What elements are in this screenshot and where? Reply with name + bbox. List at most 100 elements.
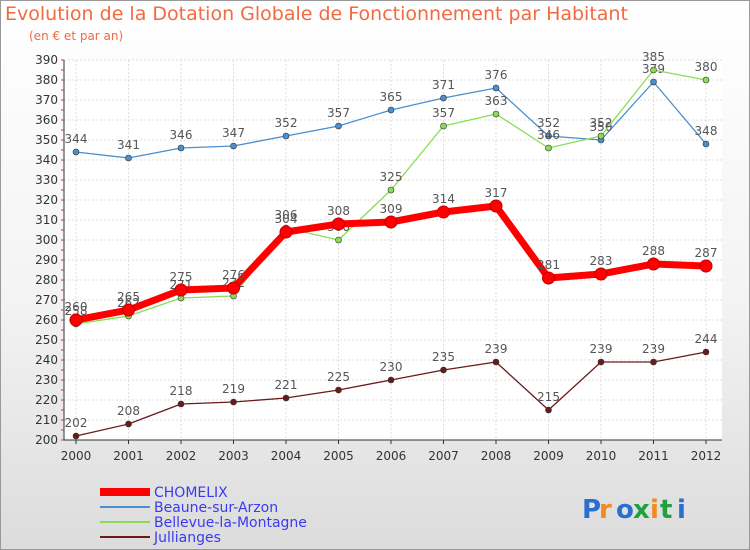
proxiti-logo: Pr o x i t i <box>582 495 686 525</box>
data-label: 380 <box>695 60 718 74</box>
y-tick-label: 360 <box>35 113 58 127</box>
x-tick-label: 2011 <box>638 449 669 463</box>
data-point <box>387 106 395 114</box>
data-label: 325 <box>380 170 403 184</box>
data-label: 365 <box>380 90 403 104</box>
data-point <box>545 144 552 152</box>
data-point <box>387 186 395 194</box>
data-label: 239 <box>642 342 665 356</box>
data-label: 235 <box>432 350 455 364</box>
data-point <box>125 420 132 428</box>
x-tick-label: 2010 <box>586 449 617 463</box>
plot-area <box>64 60 722 440</box>
data-label: 244 <box>695 332 718 346</box>
data-label: 317 <box>485 186 508 200</box>
data-label: 281 <box>537 258 560 272</box>
data-label: 352 <box>275 116 298 130</box>
y-tick-label: 260 <box>35 313 58 327</box>
data-label: 202 <box>65 416 88 430</box>
x-tick-label: 2007 <box>428 449 459 463</box>
data-point <box>332 217 345 231</box>
x-tick-label: 2000 <box>61 449 92 463</box>
data-label: 357 <box>432 106 455 120</box>
data-point <box>647 257 660 271</box>
data-label: 225 <box>327 370 350 384</box>
y-tick-label: 200 <box>35 433 58 447</box>
y-tick-label: 220 <box>35 393 58 407</box>
data-point <box>72 432 80 440</box>
data-label: 308 <box>327 204 350 218</box>
data-point <box>489 199 503 213</box>
data-point <box>230 142 237 150</box>
x-tick-label: 2009 <box>533 449 564 463</box>
data-point <box>699 259 713 273</box>
legend-label: Jullianges <box>153 530 221 546</box>
y-tick-label: 340 <box>35 153 58 167</box>
data-label: 363 <box>485 94 508 108</box>
data-label: 371 <box>432 78 455 92</box>
logo-letter: P <box>582 495 601 525</box>
x-tick-label: 2005 <box>323 449 354 463</box>
data-label: 258 <box>65 304 88 318</box>
data-point <box>72 148 80 156</box>
y-tick-label: 290 <box>35 253 58 267</box>
logo-letter: i <box>650 495 659 525</box>
data-point <box>594 267 608 281</box>
data-point <box>545 406 552 414</box>
legend: CHOMELIXBeaune-sur-ArzonBellevue-la-Mont… <box>100 485 307 546</box>
logo-letter: r <box>599 495 612 525</box>
x-tick-label: 2006 <box>376 449 407 463</box>
data-point <box>69 313 83 327</box>
data-label: 218 <box>170 384 193 398</box>
data-point <box>335 386 342 394</box>
chart-title: Evolution de la Dotation Globale de Fonc… <box>5 3 628 25</box>
logo-letter: i <box>677 495 686 525</box>
data-point <box>387 376 395 384</box>
y-tick-label: 320 <box>35 193 58 207</box>
legend-label: Beaune-sur-Arzon <box>154 500 278 516</box>
data-label: 341 <box>117 138 140 152</box>
y-tick-label: 390 <box>35 53 58 67</box>
x-tick-label: 2002 <box>166 449 197 463</box>
y-tick-label: 280 <box>35 273 58 287</box>
legend-label: CHOMELIX <box>154 485 228 501</box>
x-tick-label: 2004 <box>271 449 302 463</box>
data-point <box>177 144 185 152</box>
data-point <box>335 236 342 244</box>
data-point <box>542 271 555 285</box>
data-label: 385 <box>642 50 665 64</box>
data-label: 352 <box>590 116 613 130</box>
y-tick-label: 300 <box>35 233 58 247</box>
data-point <box>384 215 398 229</box>
data-label: 309 <box>380 202 403 216</box>
data-label: 287 <box>695 246 718 260</box>
x-tick-label: 2001 <box>113 449 144 463</box>
data-label: 239 <box>590 342 613 356</box>
y-tick-label: 310 <box>35 213 58 227</box>
data-point <box>650 358 657 366</box>
x-tick-label: 2012 <box>691 449 722 463</box>
y-tick-label: 250 <box>35 333 58 347</box>
data-label: 346 <box>537 128 560 142</box>
data-point <box>492 358 500 366</box>
data-label: 260 <box>65 300 88 314</box>
data-label: 221 <box>275 378 298 392</box>
data-label: 314 <box>432 192 455 206</box>
data-point <box>545 132 552 140</box>
data-point <box>650 78 657 86</box>
legend-label: Bellevue-la-Montagne <box>154 515 307 531</box>
data-label: 357 <box>327 106 350 120</box>
data-label: 219 <box>222 382 245 396</box>
data-label: 230 <box>380 360 403 374</box>
data-point <box>597 132 605 140</box>
data-label: 347 <box>222 126 245 140</box>
data-point <box>335 122 342 130</box>
data-point <box>650 66 657 74</box>
data-label: 275 <box>170 270 193 284</box>
data-label: 352 <box>537 116 560 130</box>
y-tick-label: 350 <box>35 133 58 147</box>
y-tick-label: 230 <box>35 373 58 387</box>
data-point <box>279 225 293 239</box>
data-label: 344 <box>65 132 88 146</box>
